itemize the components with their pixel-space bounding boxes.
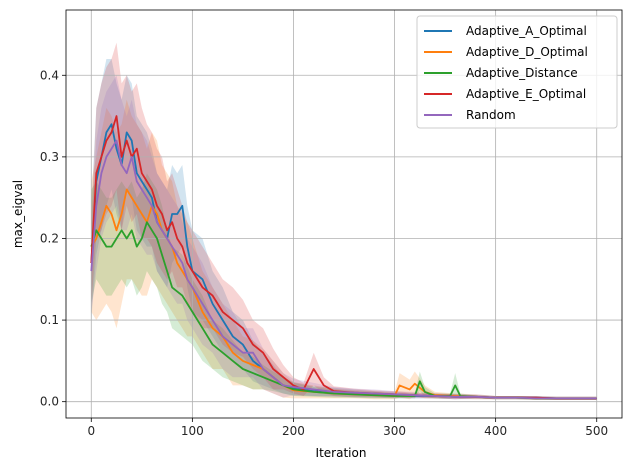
y-tick-label-2: 0.2 (40, 231, 59, 245)
band-series-4 (91, 75, 597, 401)
legend-box (416, 15, 618, 129)
legend-label-1: Adaptive_D_Optimal (466, 45, 588, 59)
legend-label-3: Adaptive_E_Optimal (466, 87, 586, 101)
y-tick-label-3: 0.3 (40, 150, 59, 164)
x-tick-label-0: 0 (87, 424, 95, 438)
band-series-0 (91, 59, 597, 400)
y-tick-label-0: 0.0 (40, 395, 59, 409)
band-series-2 (91, 173, 597, 400)
x-tick-label-4: 400 (484, 424, 507, 438)
x-axis-label: Iteration (316, 446, 367, 460)
line-series-4 (90, 139, 597, 400)
plot-frame (65, 9, 623, 419)
line-series-2 (90, 221, 597, 400)
legend-label-4: Random (466, 108, 516, 122)
legend-label-2: Adaptive_Distance (466, 66, 578, 80)
legend: Adaptive_A_Optimal Adaptive_D_Optimal Adap… (416, 15, 618, 129)
y-axis-label: max_eigval (11, 180, 25, 248)
x-tick-label-5: 500 (585, 424, 608, 438)
y-axis-ticks: 0.0 0.1 0.2 0.3 0.4 (40, 68, 66, 409)
x-tick-label-3: 300 (383, 424, 406, 438)
x-tick-label-1: 100 (181, 424, 204, 438)
band-series-1 (91, 99, 597, 401)
series-lines (90, 115, 597, 400)
y-tick-label-4: 0.4 (40, 68, 59, 82)
x-tick-label-2: 200 (282, 424, 305, 438)
legend-label-0: Adaptive_A_Optimal (466, 24, 587, 38)
x-axis-ticks: 0 100 200 300 400 500 (87, 418, 608, 438)
y-tick-label-1: 0.1 (40, 313, 59, 327)
